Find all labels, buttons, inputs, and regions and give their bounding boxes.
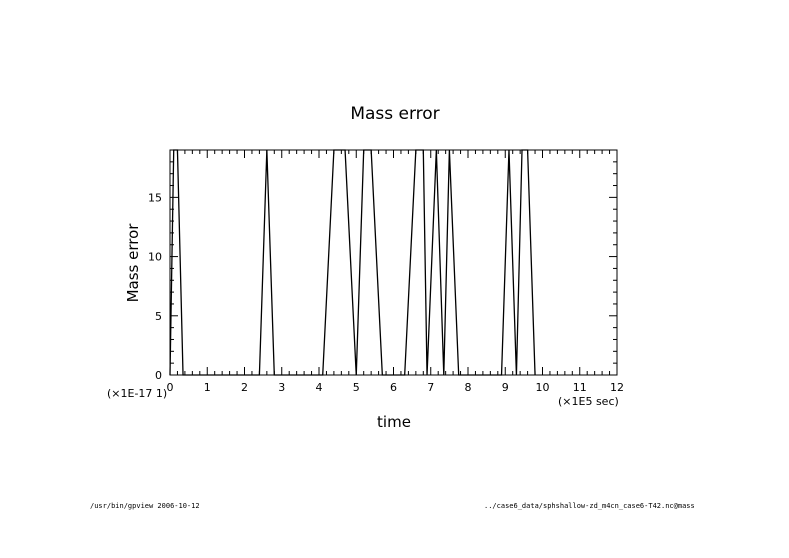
- x-scale-label: (×1E5 sec): [558, 395, 619, 408]
- x-tick-label: 8: [465, 381, 472, 394]
- y-tick-label: 15: [148, 191, 162, 204]
- x-tick-label: 10: [536, 381, 550, 394]
- x-axis-tick-labels: 0 1 2 3 4 5 6 7 8 9 10 11 12: [167, 381, 625, 394]
- x-tick-label: 7: [427, 381, 434, 394]
- x-tick-label: 9: [502, 381, 509, 394]
- plot-frame: [169, 149, 618, 376]
- y-tick-label: 0: [155, 369, 162, 382]
- x-tick-label: 3: [278, 381, 285, 394]
- x-tick-label: 11: [573, 381, 587, 394]
- y-scale-label: (×1E-17 1): [107, 387, 167, 400]
- x-tick-label: 4: [316, 381, 323, 394]
- x-axis-label: time: [377, 413, 411, 431]
- y-axis-label: Mass error: [124, 223, 142, 303]
- x-tick-label: 6: [390, 381, 397, 394]
- x-tick-label: 0: [167, 381, 174, 394]
- x-tick-label: 5: [353, 381, 360, 394]
- x-axis-ticks: [169, 150, 618, 375]
- x-tick-label: 12: [610, 381, 624, 394]
- y-tick-label: 10: [148, 251, 162, 264]
- chart-title: Mass error: [350, 104, 439, 124]
- series-line-0: [169, 149, 536, 376]
- y-tick-label: 5: [155, 310, 162, 323]
- footer-right: ../case6_data/sphshallow-zd_m4cn_case6-T…: [484, 502, 695, 510]
- series-layer: [169, 149, 536, 376]
- y-axis-tick-labels: 0 5 10 15: [148, 191, 162, 382]
- x-tick-label: 1: [204, 381, 211, 394]
- footer-left: /usr/bin/gpview 2006-10-12: [90, 502, 200, 510]
- y-axis-ticks: [170, 149, 617, 376]
- x-tick-label: 2: [241, 381, 248, 394]
